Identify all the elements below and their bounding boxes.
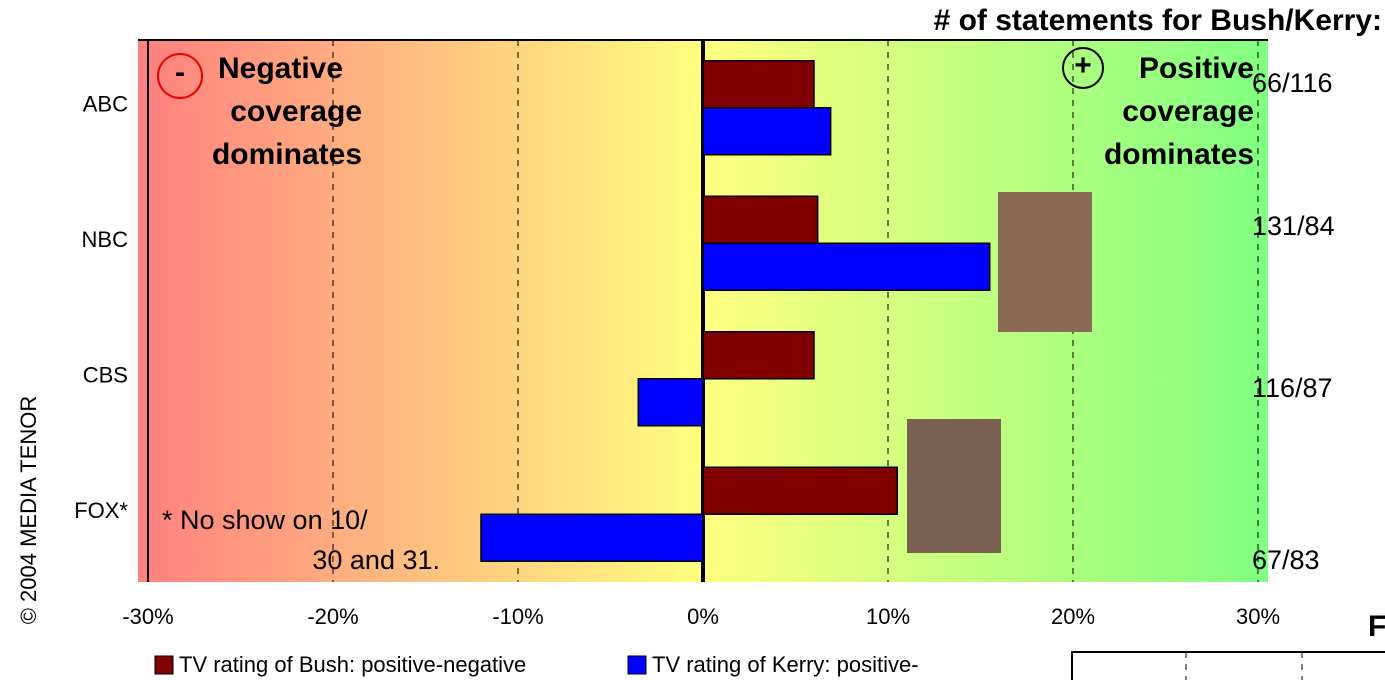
y-tick-label: NBC (82, 227, 129, 252)
negative-note: dominates (212, 138, 362, 171)
statement-count: 116/87 (1252, 373, 1333, 403)
bar (702, 466, 898, 515)
y-tick-label: ABC (83, 92, 128, 117)
positive-note: coverage (1122, 95, 1254, 128)
statement-count: 67/83 (1252, 545, 1320, 575)
y-tick-label: CBS (83, 363, 128, 388)
x-tick-label: 0% (687, 604, 719, 629)
x-tick-label: -20% (307, 604, 358, 629)
legend-swatch (627, 655, 647, 675)
x-tick-label: 20% (1051, 604, 1095, 629)
legend-label: TV rating of Kerry: positive- (652, 652, 919, 677)
minus-circle (157, 53, 203, 99)
positive-note: dominates (1104, 138, 1254, 171)
bars (480, 60, 991, 562)
plus-symbol: + (1074, 49, 1092, 82)
x-tick-label: 30% (1236, 604, 1280, 629)
bar (702, 60, 815, 109)
x-tick-label: -10% (492, 604, 543, 629)
bar (702, 331, 815, 380)
cut-text: F (1368, 610, 1385, 643)
legend: TV rating of Bush: positive-negative TV r… (154, 652, 919, 677)
bar (702, 242, 991, 291)
plus-circle (1062, 47, 1104, 89)
minus-symbol: - (175, 56, 185, 89)
bar (702, 195, 819, 244)
bush-photo (907, 419, 1001, 553)
legend-label: TV rating of Bush: positive-negative (179, 652, 526, 677)
statement-count: 131/84 (1252, 211, 1335, 241)
copyright: © 2004 MEDIA TENOR (16, 396, 41, 625)
bar (702, 107, 832, 156)
positive-note: Positive (1139, 52, 1254, 85)
kerry-photo (998, 192, 1092, 332)
bar (480, 513, 704, 562)
inset-box (1071, 651, 1385, 680)
footnote: 30 and 31. (312, 545, 440, 575)
statement-count: 66/116 (1252, 68, 1333, 98)
legend-swatch (154, 655, 174, 675)
bar (637, 378, 704, 427)
y-tick-label: FOX* (74, 498, 128, 523)
header: # of statements for Bush/Kerry: (934, 4, 1382, 37)
footnote: * No show on 10/ (162, 505, 368, 535)
negative-note: Negative (218, 52, 343, 85)
x-tick-label: 10% (866, 604, 910, 629)
negative-note: coverage (230, 95, 362, 128)
x-tick-label: -30% (122, 604, 173, 629)
